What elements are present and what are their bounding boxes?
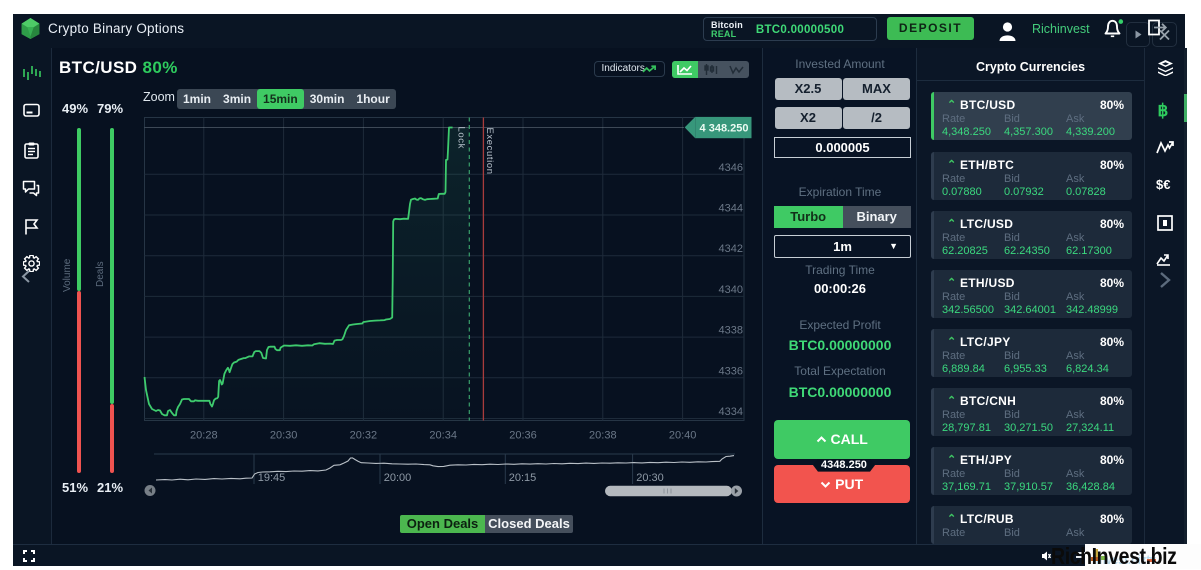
svg-text:20:28: 20:28: [190, 430, 218, 442]
svg-text:20:38: 20:38: [589, 430, 617, 442]
svg-text:20:36: 20:36: [509, 430, 537, 442]
svg-text:20:00: 20:00: [384, 472, 412, 484]
svg-text:4340: 4340: [719, 284, 743, 296]
svg-text:4 348.250: 4 348.250: [700, 122, 749, 134]
svg-text:4338: 4338: [719, 325, 743, 337]
svg-text:4334: 4334: [719, 406, 743, 418]
svg-text:20:15: 20:15: [509, 472, 537, 484]
svg-text:4336: 4336: [719, 365, 743, 377]
svg-text:20:30: 20:30: [636, 472, 664, 484]
svg-text:20:32: 20:32: [350, 430, 378, 442]
svg-text:19:45: 19:45: [258, 472, 286, 484]
svg-text:20:30: 20:30: [270, 430, 298, 442]
svg-text:4342: 4342: [719, 243, 743, 255]
svg-text:4346: 4346: [719, 162, 743, 174]
svg-text:20:34: 20:34: [429, 430, 457, 442]
svg-text:Lock: Lock: [456, 127, 467, 149]
svg-text:20:40: 20:40: [669, 430, 697, 442]
svg-text:Execution: Execution: [484, 128, 495, 175]
svg-text:4344: 4344: [719, 203, 743, 215]
